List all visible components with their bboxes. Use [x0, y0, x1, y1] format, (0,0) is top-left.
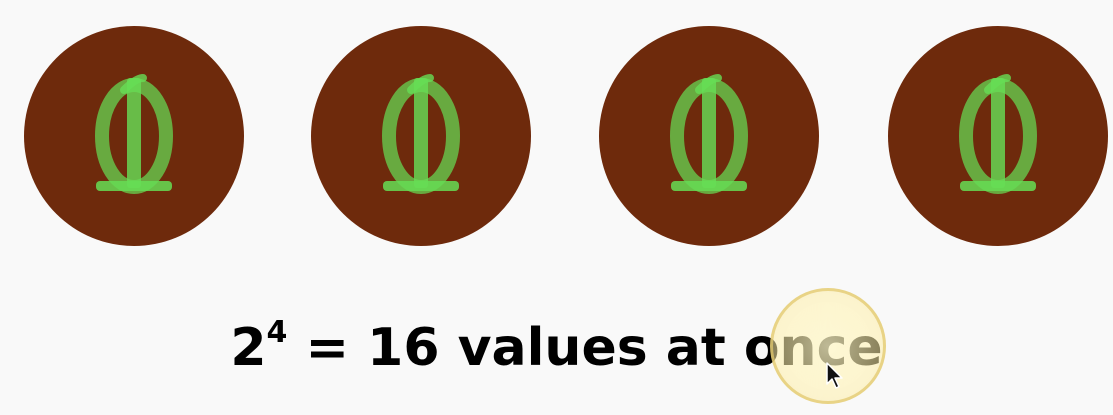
qubit-4	[888, 26, 1108, 246]
qubit-2-overlay	[382, 74, 460, 194]
qubit-3-one-base	[671, 181, 747, 191]
cursor-highlight-halo	[770, 288, 886, 404]
qubit-4-graphic	[888, 26, 1108, 246]
qubit-3-one-flag	[695, 74, 722, 94]
qubit-2-one-stem	[414, 78, 428, 188]
qubit-2-graphic	[311, 26, 531, 246]
qubit-1-graphic	[24, 26, 244, 246]
qubit-4-one-flag	[984, 74, 1011, 94]
qubit-3-one-stem	[702, 78, 716, 188]
qubit-4-one-stem	[991, 78, 1005, 188]
qubit-3-graphic	[599, 26, 819, 246]
qubit-3	[599, 26, 819, 246]
qubit-1-overlay	[95, 74, 173, 194]
caption-base: 2	[230, 318, 267, 378]
qubit-1-one-base	[96, 181, 172, 191]
qubit-1-one-stem	[127, 78, 141, 188]
qubit-1	[24, 26, 244, 246]
qubit-2	[311, 26, 531, 246]
qubit-4-overlay	[959, 74, 1037, 194]
caption: 24 = 16 values at once	[0, 318, 1113, 375]
qubit-row	[24, 26, 1108, 246]
qubit-2-one-base	[383, 181, 459, 191]
mouse-pointer-icon	[826, 362, 844, 394]
caption-exponent: 4	[266, 315, 288, 350]
qubit-3-overlay	[670, 74, 748, 194]
qubit-4-one-base	[960, 181, 1036, 191]
qubit-2-one-flag	[407, 74, 434, 94]
qubit-1-one-flag	[120, 74, 147, 94]
